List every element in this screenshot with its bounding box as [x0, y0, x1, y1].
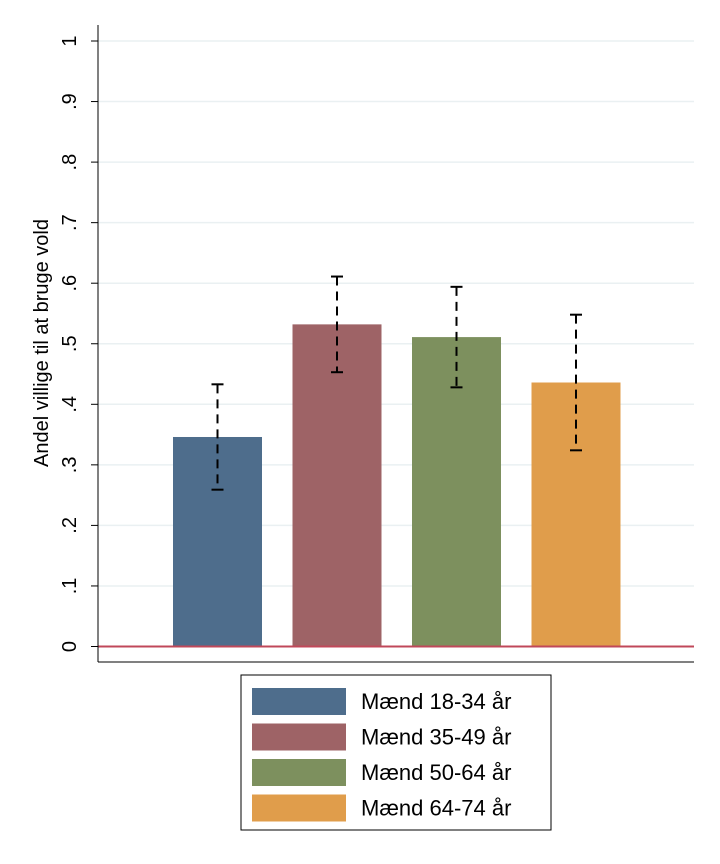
y-tick-label: 1 — [59, 35, 81, 46]
bar — [292, 324, 382, 647]
y-axis-title: Andel villige til at bruge vold — [31, 219, 53, 467]
y-ticks: 0 .1 .2 .3 .4 .5 .6 .7 .8 .9 1 — [59, 35, 98, 652]
legend-label: Mænd 35-49 år — [361, 725, 511, 750]
legend-label: Mænd 18-34 år — [361, 689, 511, 714]
legend-label: Mænd 50-64 år — [361, 760, 511, 785]
bar — [412, 337, 501, 647]
y-tick-label: .7 — [59, 214, 81, 231]
legend-swatch — [252, 794, 346, 822]
y-tick-label: .5 — [59, 335, 81, 352]
error-bars — [211, 275, 582, 491]
legend-swatch — [252, 759, 346, 786]
legend-swatch — [252, 723, 346, 751]
legend-label: Mænd 64-74 år — [361, 796, 511, 821]
legend: Mænd 18-34 år Mænd 35-49 år Mænd 50-64 år M… — [240, 674, 552, 831]
y-tick-label: .8 — [59, 154, 81, 171]
bars — [173, 324, 621, 647]
y-tick-label: .2 — [59, 517, 81, 534]
y-tick-label: .3 — [59, 457, 81, 474]
bar — [173, 436, 262, 647]
y-tick-label: .4 — [59, 396, 81, 413]
legend-swatch — [252, 688, 346, 715]
y-tick-label: .9 — [59, 93, 81, 110]
y-tick-label: .6 — [59, 275, 81, 292]
y-tick-label: 0 — [59, 641, 81, 652]
y-tick-label: .1 — [59, 578, 81, 595]
